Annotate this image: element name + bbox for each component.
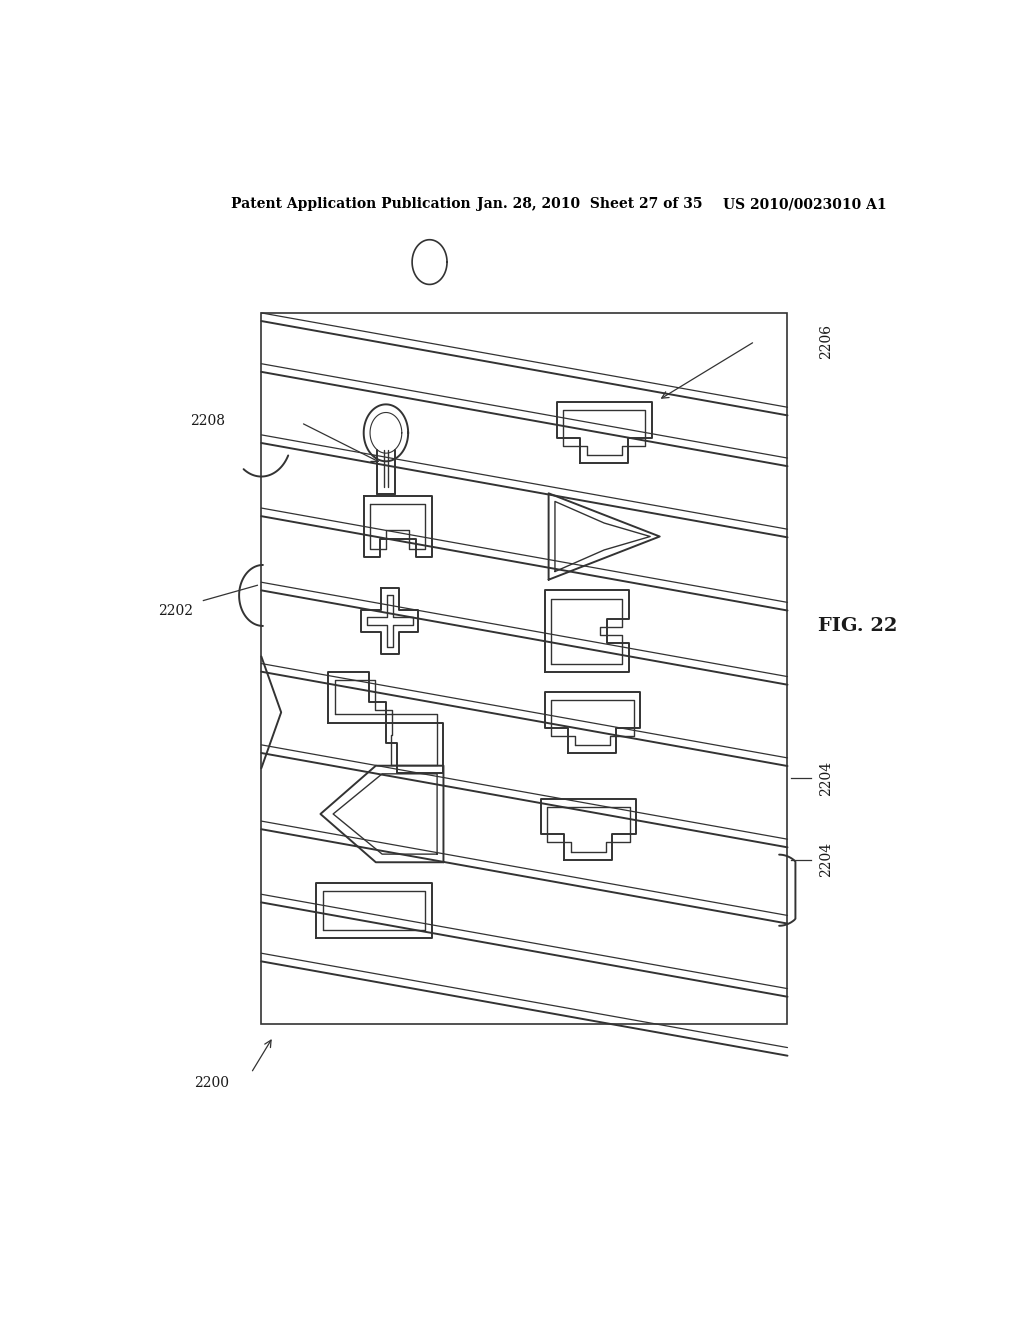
Text: 2206: 2206 — [818, 323, 833, 359]
Text: 2200: 2200 — [194, 1076, 228, 1090]
Text: Jan. 28, 2010  Sheet 27 of 35: Jan. 28, 2010 Sheet 27 of 35 — [477, 197, 702, 211]
Text: 2208: 2208 — [189, 413, 225, 428]
Bar — [261, 313, 787, 1024]
Text: 2204: 2204 — [818, 842, 833, 878]
Text: 2204: 2204 — [818, 760, 833, 796]
Text: FIG. 22: FIG. 22 — [818, 616, 898, 635]
Text: 2202: 2202 — [158, 603, 194, 618]
Text: Patent Application Publication: Patent Application Publication — [231, 197, 471, 211]
Text: US 2010/0023010 A1: US 2010/0023010 A1 — [723, 197, 887, 211]
